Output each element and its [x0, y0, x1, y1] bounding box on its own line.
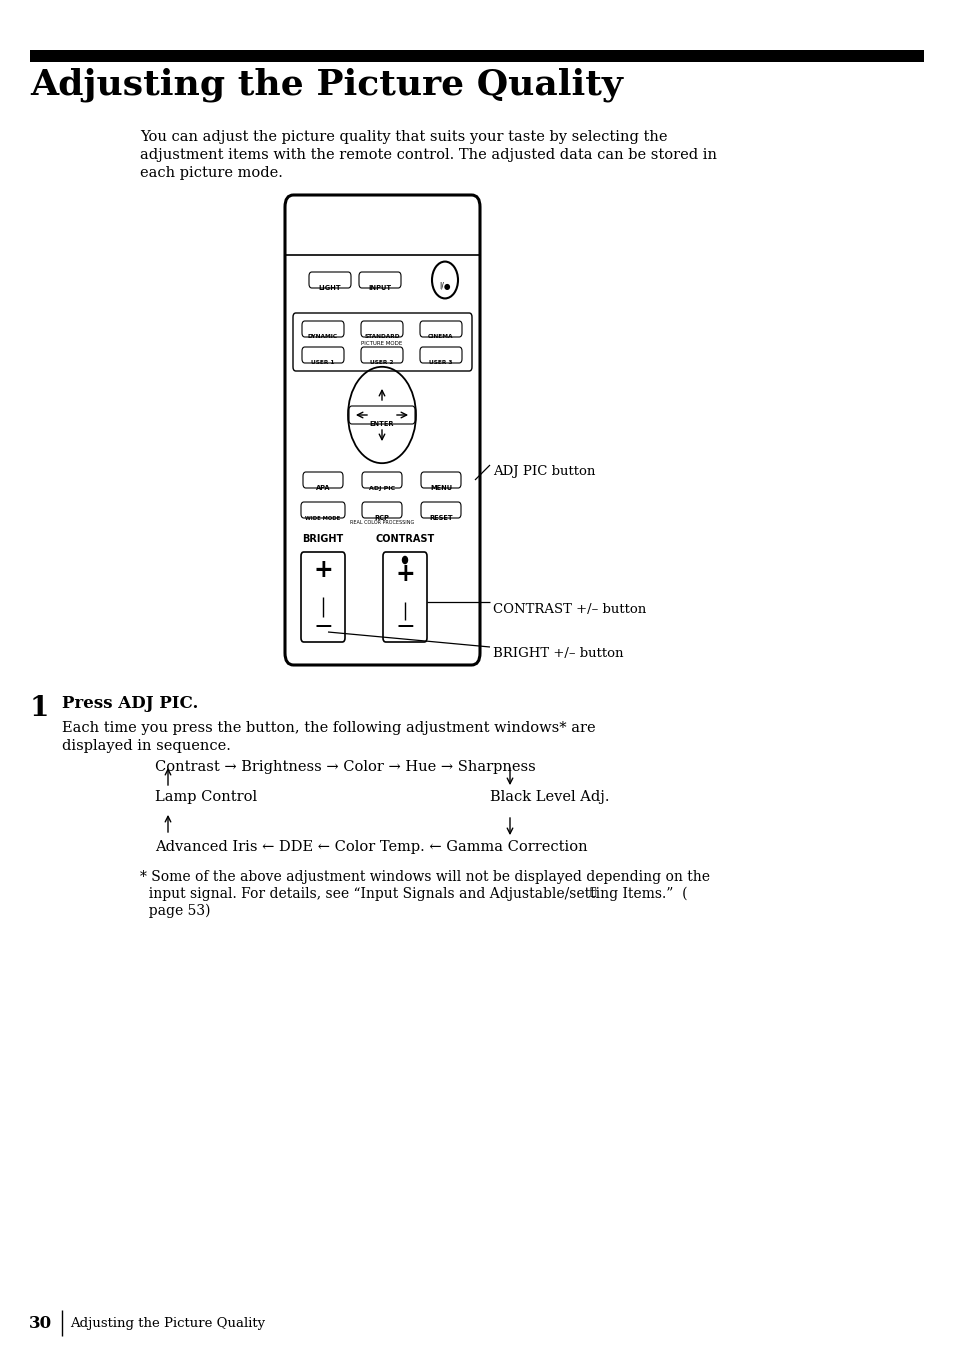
Text: BRIGHT: BRIGHT	[302, 534, 343, 544]
Text: Advanced Iris ← DDE ← Color Temp. ← Gamma Correction: Advanced Iris ← DDE ← Color Temp. ← Gamm…	[154, 840, 587, 854]
Text: I/●: I/●	[438, 281, 450, 291]
FancyBboxPatch shape	[361, 472, 401, 488]
Text: REAL COLOR PROCESSING: REAL COLOR PROCESSING	[350, 521, 414, 525]
FancyBboxPatch shape	[361, 502, 401, 518]
FancyBboxPatch shape	[302, 320, 344, 337]
Text: CONTRAST: CONTRAST	[375, 534, 435, 544]
FancyBboxPatch shape	[420, 472, 460, 488]
Text: Contrast → Brightness → Color → Hue → Sharpness: Contrast → Brightness → Color → Hue → Sh…	[154, 760, 536, 773]
Text: You can adjust the picture quality that suits your taste by selecting the: You can adjust the picture quality that …	[140, 130, 667, 145]
Text: Ⓟ: Ⓟ	[589, 887, 596, 896]
FancyBboxPatch shape	[419, 320, 461, 337]
Text: 1: 1	[30, 695, 50, 722]
Text: Each time you press the button, the following adjustment windows* are: Each time you press the button, the foll…	[62, 721, 595, 735]
FancyBboxPatch shape	[303, 472, 343, 488]
Text: MENU: MENU	[430, 485, 452, 491]
Text: WIDE MODE: WIDE MODE	[305, 515, 340, 521]
FancyBboxPatch shape	[420, 502, 460, 518]
Circle shape	[402, 557, 407, 564]
Text: APA: APA	[315, 485, 330, 491]
FancyBboxPatch shape	[349, 406, 415, 425]
FancyBboxPatch shape	[301, 502, 345, 518]
Text: +: +	[395, 562, 415, 585]
FancyBboxPatch shape	[285, 195, 479, 665]
Text: ADJ PIC button: ADJ PIC button	[493, 465, 595, 479]
Text: * Some of the above adjustment windows will not be displayed depending on the: * Some of the above adjustment windows w…	[140, 869, 709, 884]
Text: Black Level Adj.: Black Level Adj.	[490, 790, 609, 804]
Text: CONTRAST +/– button: CONTRAST +/– button	[493, 603, 645, 615]
Text: USER 1: USER 1	[311, 361, 335, 365]
FancyBboxPatch shape	[382, 552, 427, 642]
Text: PICTURE MODE: PICTURE MODE	[361, 341, 402, 346]
FancyBboxPatch shape	[360, 320, 402, 337]
Text: BRIGHT +/– button: BRIGHT +/– button	[493, 648, 623, 661]
Text: INPUT: INPUT	[368, 285, 391, 291]
Text: −: −	[313, 615, 333, 639]
Text: CINEMA: CINEMA	[428, 334, 454, 339]
Text: page 53): page 53)	[140, 904, 211, 918]
Text: displayed in sequence.: displayed in sequence.	[62, 740, 231, 753]
Text: Lamp Control: Lamp Control	[154, 790, 257, 804]
Text: RCP: RCP	[375, 515, 389, 521]
FancyBboxPatch shape	[293, 314, 472, 370]
Text: DYNAMIC: DYNAMIC	[308, 334, 337, 339]
Text: each picture mode.: each picture mode.	[140, 166, 283, 180]
FancyBboxPatch shape	[301, 552, 345, 642]
FancyBboxPatch shape	[358, 272, 400, 288]
Text: adjustment items with the remote control. The adjusted data can be stored in: adjustment items with the remote control…	[140, 147, 717, 162]
Text: input signal. For details, see “Input Signals and Adjustable/setting Items.”  (: input signal. For details, see “Input Si…	[140, 887, 687, 902]
Text: +: +	[313, 558, 333, 581]
FancyBboxPatch shape	[419, 347, 461, 362]
Text: 30: 30	[29, 1314, 51, 1332]
Text: Adjusting the Picture Quality: Adjusting the Picture Quality	[30, 68, 622, 103]
FancyBboxPatch shape	[309, 272, 351, 288]
Text: RESET: RESET	[429, 515, 453, 521]
Text: STANDARD: STANDARD	[364, 334, 399, 339]
Text: ADJ PIC: ADJ PIC	[369, 485, 395, 491]
Text: LIGHT: LIGHT	[318, 285, 341, 291]
Text: −: −	[395, 615, 415, 639]
Text: Adjusting the Picture Quality: Adjusting the Picture Quality	[70, 1317, 265, 1329]
Text: USER 3: USER 3	[429, 361, 453, 365]
FancyBboxPatch shape	[360, 347, 402, 362]
Text: USER 2: USER 2	[370, 361, 394, 365]
FancyBboxPatch shape	[30, 50, 923, 62]
Text: Press ADJ PIC.: Press ADJ PIC.	[62, 695, 198, 713]
FancyBboxPatch shape	[302, 347, 344, 362]
Text: ENTER: ENTER	[370, 420, 394, 427]
